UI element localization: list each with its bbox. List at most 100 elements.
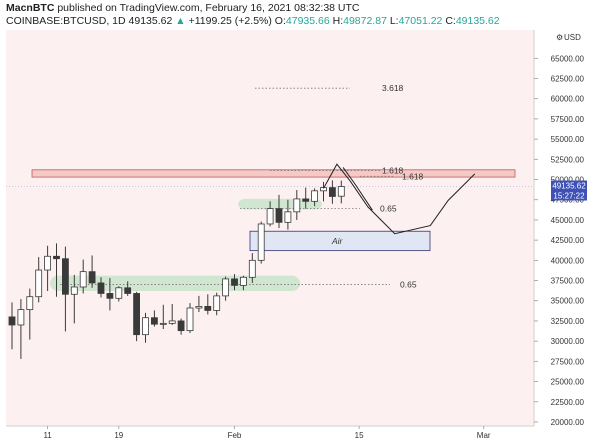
x-tick-label: 15 (355, 431, 364, 440)
candle-body (142, 317, 149, 336)
candle-body (195, 305, 203, 309)
candle[interactable] (293, 190, 301, 220)
candle[interactable] (302, 187, 310, 209)
candle-body (124, 287, 132, 294)
y-tick-label: 57500.00 (551, 115, 585, 124)
zone-support-lower[interactable] (50, 275, 300, 292)
candle[interactable] (186, 303, 194, 334)
candle-body (311, 190, 319, 202)
candle[interactable] (88, 255, 96, 288)
zone-support-upper[interactable] (238, 198, 322, 210)
candle[interactable] (328, 180, 336, 204)
candle[interactable] (124, 281, 132, 296)
candle[interactable] (311, 188, 319, 207)
candle-body (79, 271, 87, 288)
candle[interactable] (35, 257, 43, 303)
candle[interactable] (284, 199, 292, 230)
y-tick-label: 27500.00 (551, 357, 585, 366)
candle-body (337, 186, 345, 197)
x-tick-label: 11 (43, 431, 52, 440)
candle[interactable] (257, 221, 265, 264)
last-price: 49135.62 (128, 15, 173, 27)
candle[interactable] (168, 303, 176, 325)
plot-area (6, 30, 534, 426)
y-tick-label: 30000.00 (551, 337, 585, 346)
zone-label-air: Air (331, 236, 344, 246)
y-tick-label: 37500.00 (551, 277, 585, 286)
candle-body (150, 317, 158, 325)
candle[interactable] (248, 253, 256, 283)
candle[interactable] (204, 294, 212, 315)
candle[interactable] (142, 312, 149, 343)
last-price-tag-label: 49135.62 (552, 181, 586, 190)
candle[interactable] (97, 277, 105, 298)
candle-body (88, 271, 96, 284)
candle[interactable] (26, 288, 34, 340)
x-tick-label: Feb (228, 431, 242, 440)
candle[interactable] (195, 295, 203, 313)
author-name[interactable]: MacnBTC (6, 2, 55, 14)
candle[interactable] (213, 292, 221, 316)
time-axis-panel[interactable] (6, 426, 534, 445)
publish-info: MacnBTC published on TradingView.com, Fe… (6, 2, 360, 14)
close-label: C: (445, 15, 456, 27)
candle-body (231, 278, 238, 286)
y-tick-label: 60000.00 (551, 95, 585, 104)
candle-body (204, 305, 212, 311)
candle[interactable] (150, 310, 158, 327)
close-value: 49135.62 (455, 15, 500, 27)
y-tick-label: 55000.00 (551, 135, 585, 144)
settings-icon[interactable]: ⚙ (556, 33, 563, 42)
candle-body (35, 269, 43, 298)
candle-body (168, 320, 176, 324)
candle-body (302, 198, 310, 202)
countdown-tag (551, 190, 587, 201)
candle[interactable] (177, 318, 185, 335)
y-tick-label: 42500.00 (551, 236, 585, 245)
open-label: O: (274, 15, 286, 27)
candle[interactable] (70, 274, 78, 324)
candle-body (70, 286, 78, 295)
candle-body (8, 316, 16, 326)
candle[interactable] (62, 246, 69, 332)
candle[interactable] (239, 275, 247, 291)
candle-body (115, 287, 123, 299)
candle-body (248, 259, 256, 278)
chart-header: MacnBTC published on TradingView.com, Fe… (0, 0, 600, 30)
price-axis-panel[interactable] (534, 30, 600, 426)
y-tick-label: 65000.00 (551, 54, 585, 63)
candle-body (133, 293, 141, 336)
candle-body (257, 223, 265, 261)
candle-body (328, 187, 336, 197)
change-value: +1199.25 (+2.5%) (188, 15, 272, 27)
candle[interactable] (115, 286, 123, 302)
candle-body (159, 322, 167, 325)
projection-path[interactable] (323, 163, 476, 235)
last-price-tag[interactable] (551, 180, 587, 191)
candle[interactable] (222, 276, 230, 301)
y-tick-label: 62500.00 (551, 74, 585, 83)
candle[interactable] (17, 299, 25, 359)
candle-body (293, 198, 301, 213)
candle[interactable] (79, 259, 87, 294)
candle-body (53, 255, 60, 260)
x-tick-label: 19 (114, 431, 123, 440)
zone-air[interactable] (249, 230, 431, 252)
candle[interactable] (337, 180, 345, 204)
zone-resistance[interactable] (31, 169, 516, 178)
candle[interactable] (8, 302, 16, 350)
candle[interactable] (53, 243, 60, 297)
candle[interactable] (106, 278, 114, 311)
candle-body (177, 320, 185, 332)
candle[interactable] (44, 245, 51, 292)
candle[interactable] (133, 291, 141, 342)
candle[interactable] (266, 201, 274, 227)
candle[interactable] (275, 194, 283, 228)
candle[interactable] (159, 304, 167, 330)
y-tick-label: 40000.00 (551, 256, 585, 265)
candle[interactable] (231, 274, 238, 291)
countdown-label: 15:27:22 (553, 191, 585, 200)
projection-path-alt[interactable] (342, 167, 373, 211)
candle-body (222, 278, 230, 297)
